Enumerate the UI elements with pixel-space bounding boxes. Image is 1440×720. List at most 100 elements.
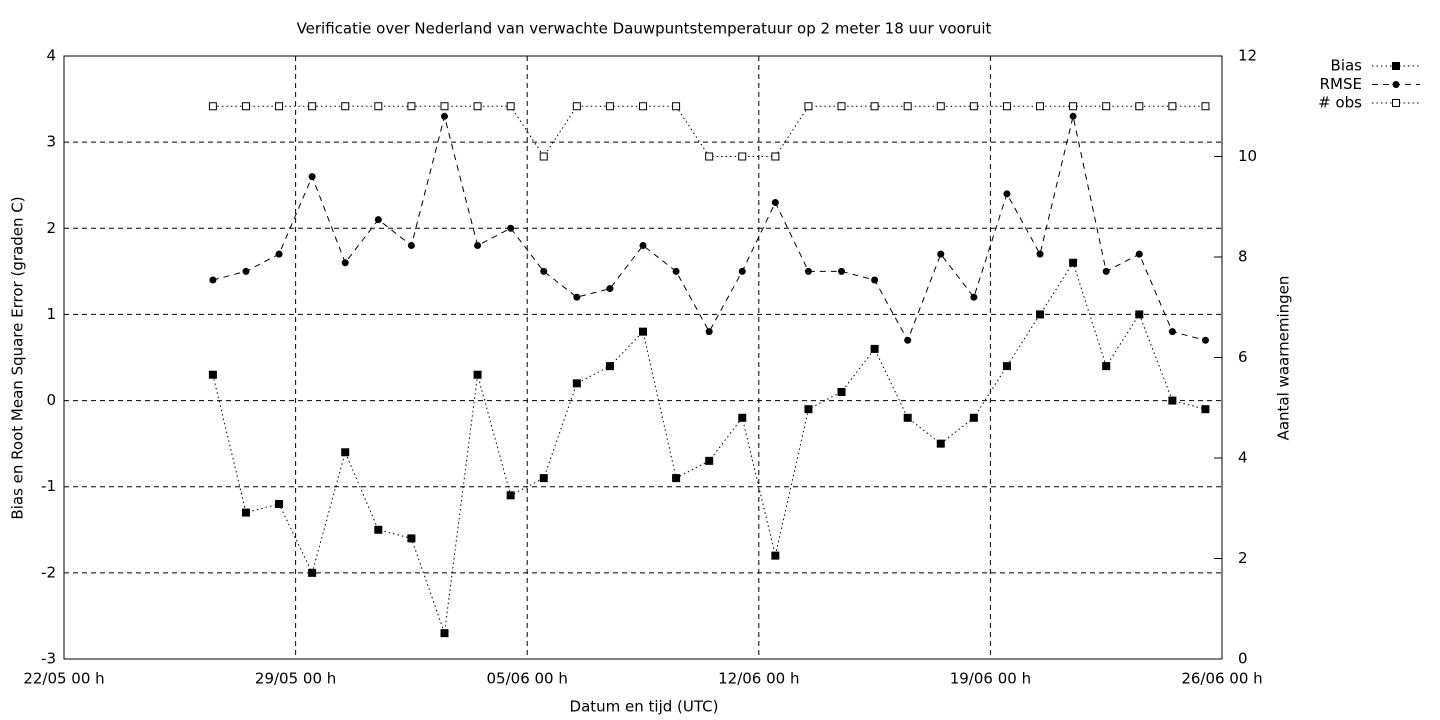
point (1102, 102, 1111, 111)
point (440, 629, 449, 638)
point (1135, 310, 1144, 319)
x-tick-label: 12/06 00 h (718, 670, 799, 688)
point (208, 370, 217, 379)
point (1002, 362, 1011, 371)
point (771, 198, 779, 206)
point (738, 152, 747, 161)
chart-title: Verificatie over Nederland van verwachte… (297, 20, 992, 38)
point (871, 276, 879, 284)
point (440, 102, 449, 111)
legend-marker (1392, 81, 1400, 88)
point (605, 362, 614, 371)
point (507, 224, 515, 232)
y-tick-label: -1 (41, 477, 56, 495)
y-tick-label: 1 (46, 305, 56, 323)
point (672, 474, 681, 483)
point (539, 152, 548, 161)
point (672, 102, 681, 111)
point (1201, 102, 1210, 111)
point (969, 102, 978, 111)
point (705, 456, 714, 465)
point (374, 102, 383, 111)
y-tick-label: 0 (46, 391, 56, 409)
point (1201, 336, 1209, 344)
point (209, 276, 217, 284)
point (639, 102, 647, 111)
point (208, 102, 217, 111)
plot-border (63, 55, 1223, 660)
point (738, 267, 746, 275)
y2-axis-label: Aantal waarnemingen (1275, 276, 1293, 441)
point (606, 285, 614, 293)
y-tick-label: 3 (46, 133, 56, 151)
point (970, 293, 978, 301)
legend-marker (1392, 99, 1400, 107)
point (407, 242, 415, 250)
series-line (212, 261, 1206, 634)
point (639, 327, 647, 336)
point (804, 102, 813, 111)
point (572, 379, 581, 388)
point (374, 525, 383, 534)
point (241, 102, 250, 111)
point (705, 328, 713, 336)
point (1002, 102, 1011, 111)
point (308, 173, 316, 181)
point (1003, 190, 1011, 198)
point (1102, 267, 1110, 275)
point (308, 568, 317, 577)
y-tick-label: -2 (41, 563, 56, 581)
point (903, 102, 912, 111)
point (308, 102, 317, 111)
point (936, 102, 945, 111)
point (474, 242, 482, 250)
x-tick-label: 05/06 00 h (487, 670, 568, 688)
x-tick-label: 22/05 00 h (23, 670, 104, 688)
point (1069, 112, 1077, 120)
y2-tick-label: 2 (1238, 549, 1248, 567)
point (341, 259, 349, 267)
point (275, 499, 284, 508)
point (969, 413, 978, 422)
point (1102, 362, 1111, 371)
legend-marker (1392, 62, 1400, 70)
point (672, 267, 680, 275)
point (771, 152, 780, 161)
point (804, 267, 812, 275)
x-tick-label: 26/06 00 h (1181, 670, 1262, 688)
y-axis-label: Bias en Root Mean Square Error (graden C… (9, 196, 27, 519)
point (407, 534, 416, 543)
point (804, 405, 813, 414)
y-tick-label: -3 (41, 650, 56, 668)
series-line (212, 105, 1206, 158)
point (275, 102, 284, 111)
legend-label: Bias (1331, 57, 1363, 75)
point (242, 267, 250, 275)
point (1168, 102, 1177, 111)
point (506, 102, 515, 111)
point (1168, 328, 1176, 336)
point (1135, 250, 1143, 258)
point (705, 152, 714, 161)
x-tick-label: 29/05 00 h (255, 670, 336, 688)
point (904, 336, 912, 344)
point (407, 102, 416, 111)
point (440, 112, 448, 120)
point (540, 267, 548, 275)
legend-label: # obs (1318, 94, 1362, 112)
point (1036, 250, 1044, 258)
y2-tick-label: 6 (1238, 348, 1248, 366)
point (738, 413, 747, 422)
point (275, 250, 283, 258)
point (573, 293, 581, 301)
x-tick-label: 19/06 00 h (950, 670, 1031, 688)
point (473, 102, 482, 111)
point (473, 370, 482, 379)
point (838, 267, 846, 275)
y-tick-label: 2 (46, 219, 56, 237)
point (1168, 396, 1177, 405)
point (1135, 102, 1144, 111)
y2-tick-label: 8 (1238, 248, 1248, 266)
